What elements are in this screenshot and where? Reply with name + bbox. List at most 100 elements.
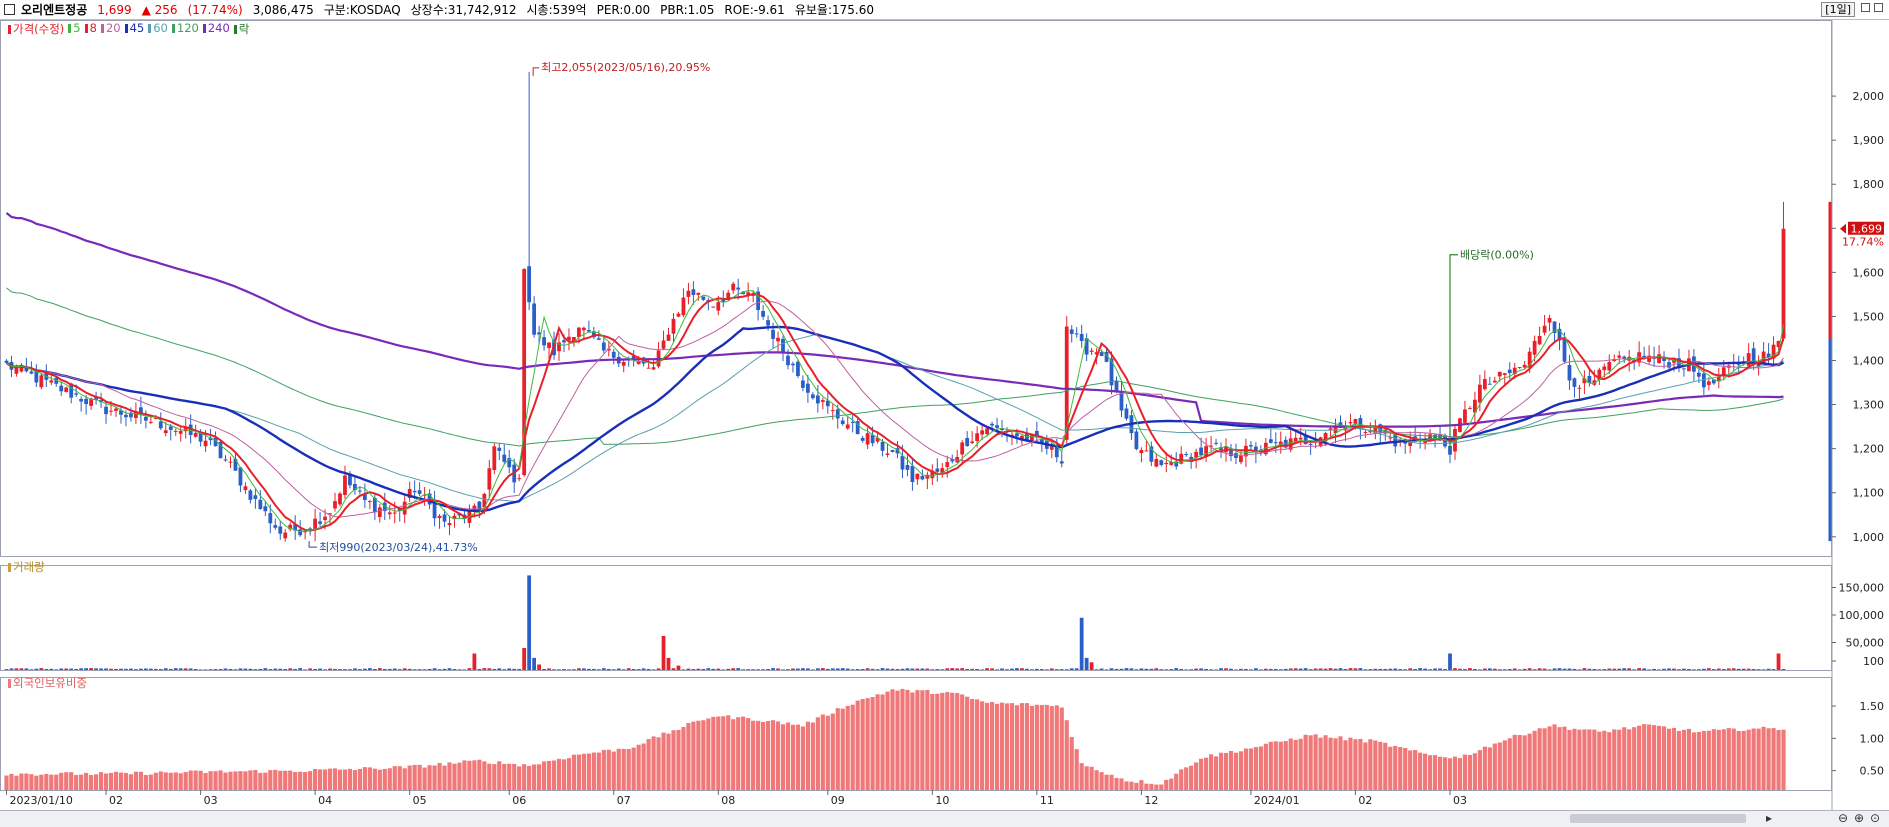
volume-bar bbox=[1766, 668, 1771, 670]
volume-bar bbox=[1473, 668, 1477, 670]
volume-bar bbox=[1039, 669, 1044, 670]
candle bbox=[1617, 355, 1622, 358]
legend-price[interactable]: 가격(수정) bbox=[8, 21, 64, 37]
foreign-ratio-bar bbox=[467, 760, 472, 790]
foreign-ratio-bar bbox=[1238, 751, 1244, 790]
legend-ex-dividend[interactable]: 락 bbox=[233, 21, 249, 37]
candle bbox=[1104, 351, 1109, 362]
foreign-panel-label[interactable]: 외국인보유비중 bbox=[8, 675, 87, 691]
volume-bar bbox=[1273, 668, 1278, 670]
volume-bar bbox=[1253, 668, 1258, 670]
foreign-ratio-bar bbox=[770, 720, 776, 790]
volume-bar bbox=[1627, 668, 1632, 670]
zoom-in-icon[interactable]: ⊕ bbox=[1854, 811, 1865, 825]
candle bbox=[1547, 317, 1552, 323]
foreign-ratio-bar bbox=[1567, 729, 1572, 790]
candle bbox=[1761, 351, 1766, 364]
volume-bar bbox=[656, 668, 661, 670]
foreign-ratio-bar bbox=[1233, 752, 1239, 790]
candle bbox=[1463, 409, 1467, 423]
legend-ma120[interactable]: 120 bbox=[171, 21, 199, 37]
legend-ma20[interactable]: 20 bbox=[100, 21, 121, 37]
volume-bar bbox=[965, 668, 970, 670]
scroll-thumb[interactable] bbox=[1570, 814, 1746, 823]
candle bbox=[1657, 354, 1661, 364]
volume-bar bbox=[1532, 669, 1537, 670]
legend-ma5[interactable]: 5 bbox=[68, 21, 81, 37]
volume-bar bbox=[1308, 669, 1313, 670]
scroll-right-icon[interactable]: ▸ bbox=[1766, 811, 1773, 825]
legend-ma45[interactable]: 45 bbox=[124, 21, 144, 37]
legend-ma8[interactable]: 8 bbox=[84, 21, 97, 37]
foreign-ratio-bar bbox=[203, 773, 208, 790]
minimize-icon[interactable] bbox=[1861, 3, 1870, 12]
candle bbox=[507, 458, 512, 468]
foreign-ratio-bar bbox=[322, 769, 328, 790]
candle bbox=[880, 441, 885, 451]
volume-bar bbox=[457, 669, 462, 670]
foreign-ratio-bar bbox=[1079, 763, 1084, 790]
volume-bar bbox=[233, 669, 238, 670]
foreign-ratio-bar bbox=[49, 774, 54, 790]
volume-bar bbox=[1069, 668, 1074, 670]
volume-bar bbox=[1005, 669, 1009, 670]
foreign-ratio-bar bbox=[561, 759, 567, 790]
market-cap: 시총:539억 bbox=[526, 3, 587, 17]
stock-chart[interactable]: 1,0001,1001,2001,3001,4001,5001,6001,700… bbox=[0, 20, 1889, 810]
foreign-ratio-bar bbox=[283, 770, 288, 790]
candle bbox=[1084, 338, 1089, 355]
candle bbox=[348, 473, 352, 486]
foreign-ratio-bar bbox=[1213, 756, 1219, 790]
maximize-icon[interactable] bbox=[1874, 3, 1883, 12]
foreign-ratio-bar bbox=[1363, 742, 1368, 790]
volume-bar bbox=[1079, 617, 1084, 670]
period-selector[interactable]: [1일] bbox=[1821, 2, 1855, 17]
volume-bar bbox=[1174, 668, 1179, 670]
foreign-ratio-bar bbox=[970, 699, 975, 790]
foreign-ratio-bar bbox=[1642, 724, 1647, 790]
volume-bar bbox=[467, 668, 472, 670]
volume-bar bbox=[636, 669, 641, 670]
scroll-footer bbox=[0, 810, 1889, 827]
volume-bar bbox=[407, 668, 412, 670]
foreign-ratio-bar bbox=[193, 770, 198, 790]
zoom-out-icon[interactable]: ⊖ bbox=[1838, 811, 1849, 825]
stock-name[interactable]: 오리엔트정공 bbox=[21, 3, 88, 17]
volume-bar bbox=[586, 668, 591, 670]
candle bbox=[980, 430, 985, 435]
zoom-reset-icon[interactable]: ⊙ bbox=[1870, 811, 1881, 825]
legend-ma60[interactable]: 60 bbox=[148, 21, 168, 37]
foreign-ratio-bar bbox=[98, 772, 104, 790]
volume-panel-label[interactable]: 거래량 bbox=[8, 559, 45, 575]
volume-bar bbox=[1348, 668, 1353, 670]
panel-checkbox[interactable] bbox=[4, 4, 15, 15]
foreign-ratio-bar bbox=[1074, 749, 1079, 790]
volume-bar bbox=[278, 668, 283, 670]
foreign-ratio-bar bbox=[711, 716, 716, 790]
volume-bar bbox=[1099, 668, 1104, 670]
volume-bar bbox=[736, 668, 741, 670]
volume-bar bbox=[218, 669, 223, 670]
foreign-ratio-bar bbox=[1204, 757, 1209, 790]
volume-bar bbox=[158, 669, 163, 670]
volume-bar bbox=[985, 668, 989, 670]
candle bbox=[651, 367, 656, 370]
price-change-pct: (17.74%) bbox=[187, 2, 243, 17]
foreign-ratio-bar bbox=[357, 768, 362, 790]
foreign-ratio-bar bbox=[950, 692, 955, 790]
volume-bar bbox=[318, 668, 322, 670]
candle bbox=[193, 432, 198, 437]
candle bbox=[696, 292, 701, 295]
volume-bar bbox=[880, 668, 885, 670]
volume-bar bbox=[572, 669, 576, 670]
candle bbox=[79, 398, 84, 402]
foreign-ratio-bar bbox=[661, 732, 666, 790]
legend-ma240[interactable]: 240 bbox=[202, 21, 230, 37]
foreign-ratio-bar bbox=[646, 739, 651, 790]
candle bbox=[497, 447, 502, 451]
volume-tick-label: 100,000 bbox=[1839, 609, 1885, 622]
foreign-ratio-bar bbox=[537, 764, 542, 790]
volume-bar bbox=[1323, 668, 1328, 670]
candle bbox=[422, 494, 427, 496]
volume-bar bbox=[1587, 668, 1592, 670]
